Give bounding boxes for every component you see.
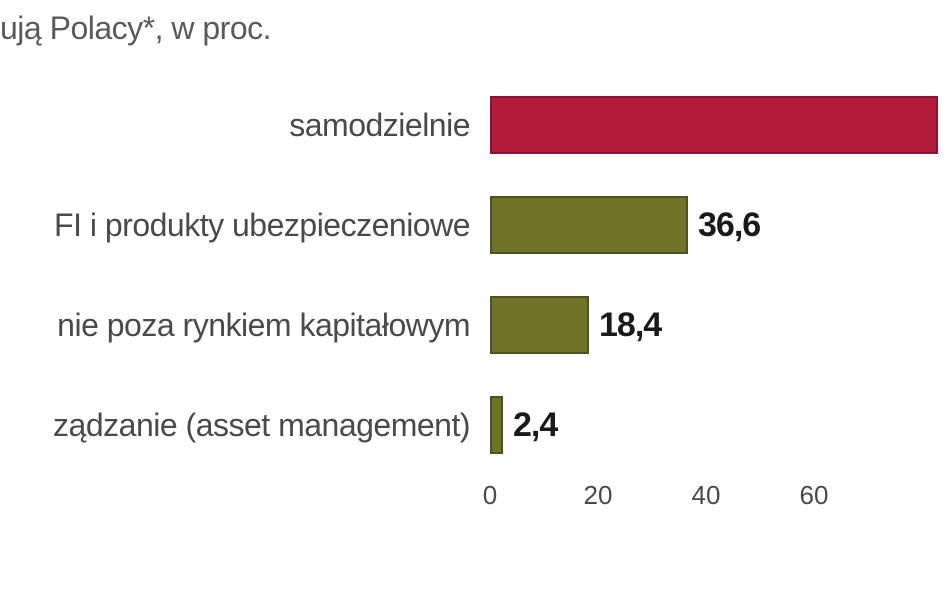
bar-cell xyxy=(490,90,948,160)
x-tick: 20 xyxy=(584,480,613,511)
bar-row: nie poza rynkiem kapitałowym 18,4 xyxy=(0,290,948,360)
x-tick: 0 xyxy=(483,480,497,511)
bar-label: ządzanie (asset management) xyxy=(0,407,490,444)
bar-value: 2,4 xyxy=(513,406,557,445)
bar-row: samodzielnie xyxy=(0,90,948,160)
bar xyxy=(490,296,589,354)
bar-label: FI i produkty ubezpieczeniowe xyxy=(0,207,490,244)
bar-row: ządzanie (asset management) 2,4 xyxy=(0,390,948,460)
bar-value: 36,6 xyxy=(698,206,760,245)
bar-label: nie poza rynkiem kapitałowym xyxy=(0,307,490,344)
bar xyxy=(490,196,688,254)
bar-cell: 18,4 xyxy=(490,290,948,360)
x-tick: 60 xyxy=(800,480,829,511)
bar xyxy=(490,396,503,454)
bar-cell: 36,6 xyxy=(490,190,948,260)
bar-row: FI i produkty ubezpieczeniowe 36,6 xyxy=(0,190,948,260)
bar-value: 18,4 xyxy=(599,306,661,345)
bar xyxy=(490,96,938,154)
bar-cell: 2,4 xyxy=(490,390,948,460)
bar-label: samodzielnie xyxy=(0,107,490,144)
chart-area: samodzielnie FI i produkty ubezpieczenio… xyxy=(0,90,948,490)
chart-title-fragment: ują Polacy*, w proc. xyxy=(0,10,271,47)
x-tick: 40 xyxy=(692,480,721,511)
